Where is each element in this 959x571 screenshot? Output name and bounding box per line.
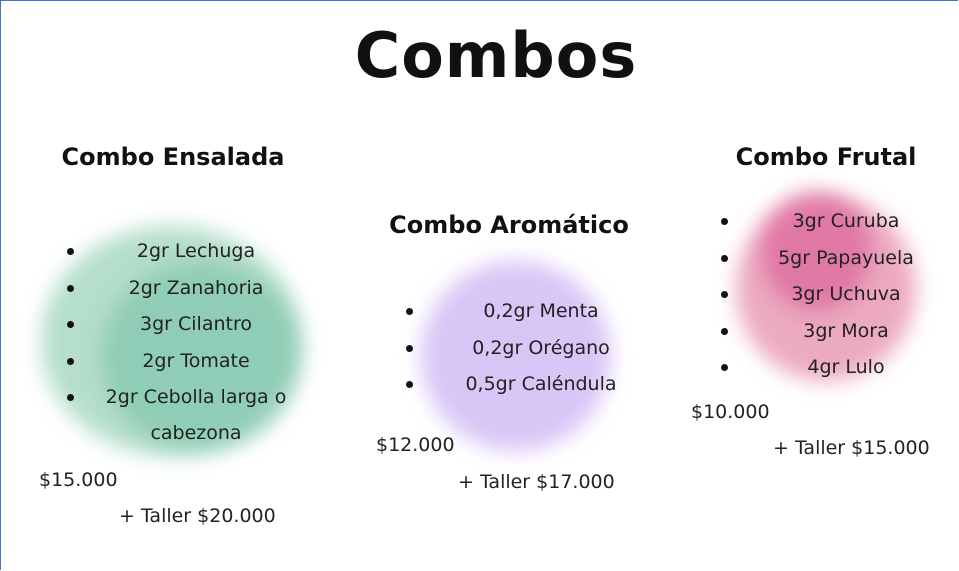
combo-heading: Combo Frutal [676, 143, 958, 171]
ingredient: 3gr Mora [746, 313, 946, 349]
combo-heading: Combo Aromático [359, 211, 659, 239]
price: $15.000 [39, 469, 118, 491]
ingredient: 0,2gr Menta [431, 293, 651, 329]
price: $12.000 [376, 434, 455, 456]
workshop-price: + Taller $15.000 [773, 437, 930, 459]
page-title: Combos [1, 19, 958, 92]
bullet [67, 248, 74, 255]
slide: Combos Combo Ensalada 2gr Lechuga2gr Zana… [0, 0, 958, 570]
bullet [721, 328, 728, 335]
bullet [721, 255, 728, 262]
ingredient: 0,2gr Orégano [431, 330, 651, 366]
bullet [67, 321, 74, 328]
ingredient: 3gr Uchuva [746, 276, 946, 312]
ingredient: 4gr Lulo [746, 349, 946, 385]
ingredient: 5gr Papayuela [746, 240, 946, 276]
bullet [406, 308, 413, 315]
bullet [721, 364, 728, 371]
bullet [67, 394, 74, 401]
ingredient: 2gr Tomate [86, 343, 306, 379]
ingredient: 3gr Curuba [746, 203, 946, 239]
bullet [721, 291, 728, 298]
ingredient: 3gr Cilantro [86, 306, 306, 342]
bullet [406, 381, 413, 388]
ingredient: 2gr Zanahoria [86, 270, 306, 306]
workshop-price: + Taller $17.000 [458, 471, 615, 493]
bullet [406, 345, 413, 352]
combo-heading: Combo Ensalada [23, 143, 323, 171]
bullet [721, 218, 728, 225]
bullet [67, 285, 74, 292]
ingredient: 2gr Cebolla larga o cabezona [86, 379, 306, 451]
price: $10.000 [691, 401, 770, 423]
bullet [67, 358, 74, 365]
workshop-price: + Taller $20.000 [119, 505, 276, 527]
ingredient: 0,5gr Caléndula [431, 366, 651, 402]
ingredient: 2gr Lechuga [86, 233, 306, 269]
